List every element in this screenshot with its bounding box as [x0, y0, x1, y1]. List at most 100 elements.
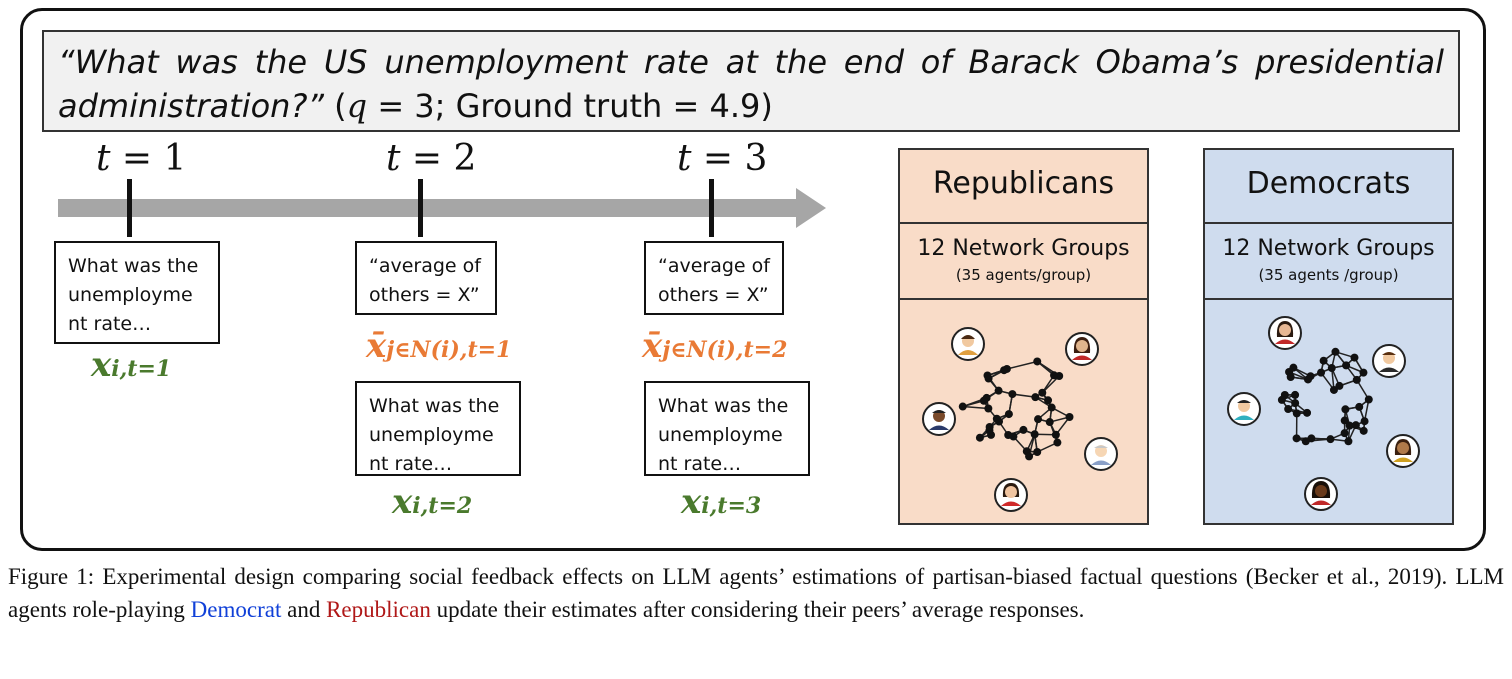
network-node: [1034, 415, 1043, 424]
republicans-panel: Republicans 12 Network Groups (35 agents…: [898, 148, 1149, 525]
network-node: [1359, 368, 1368, 377]
republicans-title: Republicans: [932, 166, 1115, 201]
average-line: “average of: [369, 255, 481, 277]
time-value: = 1: [110, 138, 187, 179]
time-value: = 2: [400, 138, 477, 179]
time-var: t: [386, 138, 401, 179]
avatar-icon: [1304, 477, 1338, 511]
network-node: [1019, 425, 1028, 434]
network-node: [1340, 416, 1349, 425]
question-q-variable: q: [346, 87, 368, 125]
math-main: x: [681, 482, 702, 522]
avatar-icon: [951, 327, 985, 361]
x-i-t3-label: xi,t=3: [681, 482, 761, 522]
democrats-title: Democrats: [1246, 166, 1411, 201]
network-node: [1291, 399, 1300, 408]
time-label-3: t = 3: [677, 138, 767, 179]
math-main: x: [392, 482, 413, 522]
average-box-t2: “average of others = X”: [355, 241, 497, 315]
timeline-tick-2: [418, 179, 423, 237]
x-i-t1-label: xi,t=1: [91, 345, 171, 385]
x-i-t2-label: xi,t=2: [392, 482, 472, 522]
prompt-line: What was the: [658, 395, 789, 417]
network-node: [985, 422, 994, 431]
network-node: [983, 371, 992, 380]
avatar-icon: [994, 478, 1028, 512]
prompt-line: unemployme: [369, 424, 494, 446]
math-sub: i,t=1: [111, 356, 172, 382]
network-node: [984, 404, 993, 413]
timeline-arrow-shaft: [58, 199, 798, 217]
timeline-tick-3: [709, 179, 714, 237]
network-node: [1038, 388, 1047, 397]
republicans-groups-count: 12 Network Groups: [917, 236, 1130, 261]
network-node: [1047, 403, 1056, 412]
caption-part-2: update their estimates after considering…: [430, 597, 1085, 622]
avatar-icon: [1268, 316, 1302, 350]
math-sub: i,t=3: [701, 493, 762, 519]
prompt-box-t1: What was the unemployme nt rate…: [54, 241, 220, 344]
network-node: [1045, 418, 1054, 427]
republicans-groups: 12 Network Groups (35 agents/group): [900, 222, 1147, 300]
question-line-2-open: (: [324, 87, 347, 125]
xbar-t1-label: x̄j∈N(i),t=1: [366, 326, 511, 366]
time-value: = 3: [691, 138, 768, 179]
timeline-arrow: [58, 188, 826, 228]
math-sub: j∈N(i),t=2: [662, 337, 788, 363]
network-node: [1351, 421, 1360, 430]
network-node: [1033, 357, 1042, 366]
network-node: [992, 414, 1001, 423]
time-var: t: [677, 138, 692, 179]
timeline-arrow-head: [796, 188, 826, 228]
network-node: [1286, 373, 1295, 382]
network-node: [994, 386, 1003, 395]
prompt-line: nt rate…: [369, 453, 453, 475]
democrats-groups: 12 Network Groups (35 agents /group): [1205, 222, 1452, 300]
figure-frame: [20, 8, 1486, 551]
question-box: “What was the US unemployment rate at th…: [42, 30, 1460, 132]
network-edge: [962, 405, 989, 410]
network-node: [1319, 356, 1328, 365]
average-box-t3: “average of others = X”: [644, 241, 784, 315]
network-node: [1352, 375, 1361, 384]
math-main: x̄: [642, 326, 663, 366]
average-line: others = X”: [369, 284, 480, 306]
figure-caption: Figure 1: Experimental design comparing …: [8, 560, 1504, 626]
network-node: [975, 433, 984, 442]
network-node: [1050, 371, 1059, 380]
math-main: x: [91, 345, 112, 385]
network-node: [1344, 437, 1353, 446]
question-line-2-italic: administration?”: [58, 87, 324, 125]
network-node: [1350, 353, 1359, 362]
math-main: x̄: [366, 326, 387, 366]
network-node: [1331, 347, 1340, 356]
democrats-agents-per-group: (35 agents /group): [1258, 266, 1399, 284]
network-node: [1355, 402, 1364, 411]
caption-and: and: [281, 597, 327, 622]
prompt-line: What was the: [68, 255, 199, 277]
network-node: [1303, 408, 1312, 417]
network-node: [1342, 361, 1351, 370]
network-node: [1303, 375, 1312, 384]
network-node: [1044, 396, 1053, 405]
network-node: [1051, 430, 1060, 439]
network-node: [1292, 409, 1301, 418]
caption-democrat: Democrat: [190, 597, 282, 622]
average-line: others = X”: [658, 284, 769, 306]
prompt-line: nt rate…: [68, 313, 152, 335]
time-var: t: [96, 138, 111, 179]
prompt-box-t2: What was the unemployme nt rate…: [355, 381, 521, 476]
network-node: [1317, 368, 1326, 377]
network-node: [1009, 432, 1018, 441]
democrats-network: [1227, 316, 1420, 511]
network-node: [1033, 448, 1042, 457]
network-node: [1065, 413, 1074, 422]
network-node: [1326, 435, 1335, 444]
question-line-1: “What was the US unemployment rate at th…: [58, 43, 1444, 81]
avatar-icon: [1084, 437, 1118, 471]
question-line-2-rest: = 3; Ground truth = 4.9): [367, 87, 773, 125]
network-node: [1289, 363, 1298, 372]
network-node: [1030, 430, 1039, 439]
math-sub: i,t=2: [412, 493, 473, 519]
prompt-box-t3: What was the unemployme nt rate…: [644, 381, 810, 476]
